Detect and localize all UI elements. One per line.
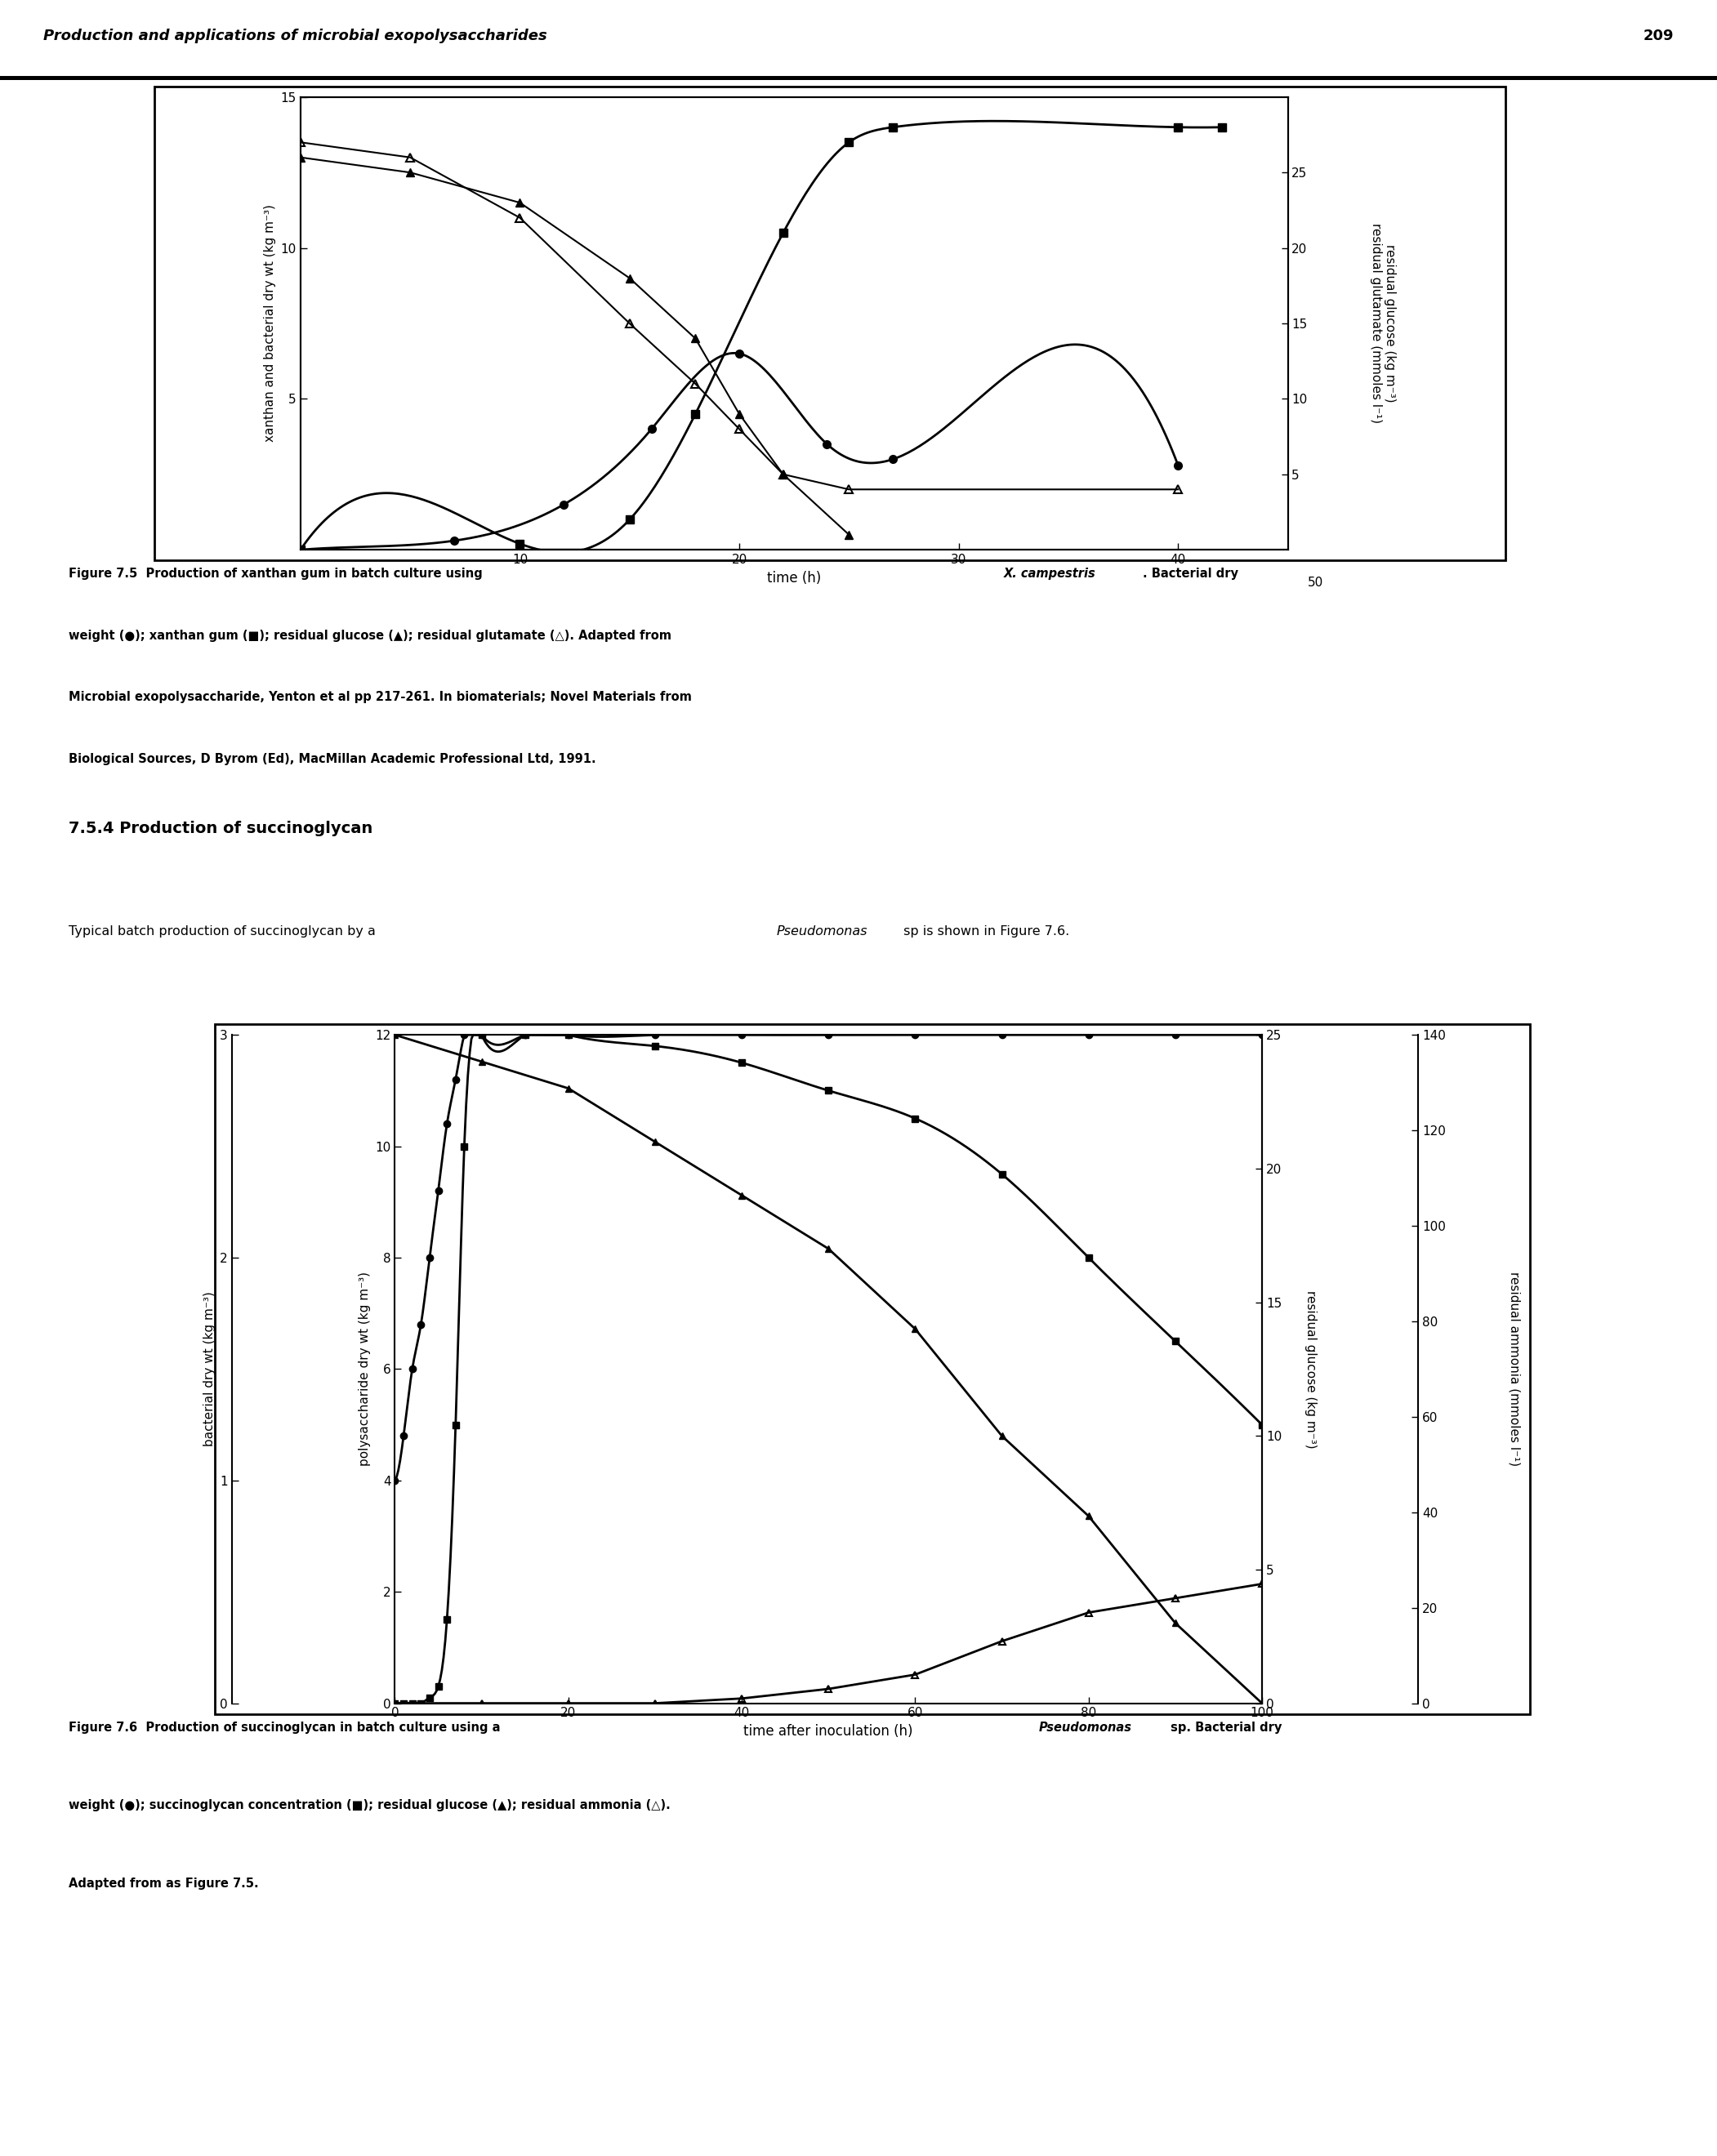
Text: sp. Bacterial dry: sp. Bacterial dry bbox=[1166, 1720, 1283, 1733]
Y-axis label: residual ammonia (mmoles l⁻¹): residual ammonia (mmoles l⁻¹) bbox=[1508, 1272, 1520, 1466]
Text: Figure 7.6  Production of succinoglycan in batch culture using a: Figure 7.6 Production of succinoglycan i… bbox=[69, 1720, 505, 1733]
Text: Biological Sources, D Byrom (Ed), MacMillan Academic Professional Ltd, 1991.: Biological Sources, D Byrom (Ed), MacMil… bbox=[69, 752, 596, 765]
Text: Pseudomonas: Pseudomonas bbox=[1039, 1720, 1132, 1733]
X-axis label: time after inoculation (h): time after inoculation (h) bbox=[743, 1725, 913, 1738]
Text: X. campestris: X. campestris bbox=[1004, 567, 1095, 580]
Y-axis label: residual glucose (kg m⁻³)
residual glutamate (mmoles l⁻¹): residual glucose (kg m⁻³) residual gluta… bbox=[1370, 224, 1396, 423]
Text: Figure 7.5  Production of xanthan gum in batch culture using: Figure 7.5 Production of xanthan gum in … bbox=[69, 567, 488, 580]
Text: 50: 50 bbox=[1308, 578, 1324, 589]
X-axis label: time (h): time (h) bbox=[767, 571, 821, 584]
Text: 7.5.4 Production of succinoglycan: 7.5.4 Production of succinoglycan bbox=[69, 821, 373, 837]
Text: weight (●); succinoglycan concentration (■); residual glucose (▲); residual ammo: weight (●); succinoglycan concentration … bbox=[69, 1800, 670, 1811]
Text: Microbial exopolysaccharide, Yenton et al pp 217-261. In biomaterials; Novel Mat: Microbial exopolysaccharide, Yenton et a… bbox=[69, 690, 692, 703]
Text: Production and applications of microbial exopolysaccharides: Production and applications of microbial… bbox=[43, 28, 546, 43]
Text: Typical batch production of succinoglycan by a: Typical batch production of succinoglyca… bbox=[69, 925, 379, 938]
Text: Pseudomonas: Pseudomonas bbox=[776, 925, 867, 938]
Y-axis label: bacterial dry wt (kg m⁻³): bacterial dry wt (kg m⁻³) bbox=[203, 1291, 215, 1447]
Text: 209: 209 bbox=[1643, 28, 1674, 43]
Y-axis label: polysaccharide dry wt (kg m⁻³): polysaccharide dry wt (kg m⁻³) bbox=[359, 1272, 371, 1466]
Y-axis label: xanthan and bacterial dry wt (kg m⁻³): xanthan and bacterial dry wt (kg m⁻³) bbox=[264, 205, 276, 442]
Text: Adapted from as Figure 7.5.: Adapted from as Figure 7.5. bbox=[69, 1878, 259, 1891]
Text: weight (●); xanthan gum (■); residual glucose (▲); residual glutamate (△). Adapt: weight (●); xanthan gum (■); residual gl… bbox=[69, 630, 671, 642]
Text: sp is shown in Figure 7.6.: sp is shown in Figure 7.6. bbox=[900, 925, 1070, 938]
Y-axis label: residual glucose (kg m⁻³): residual glucose (kg m⁻³) bbox=[1305, 1289, 1317, 1449]
Text: . Bacterial dry: . Bacterial dry bbox=[1144, 567, 1238, 580]
